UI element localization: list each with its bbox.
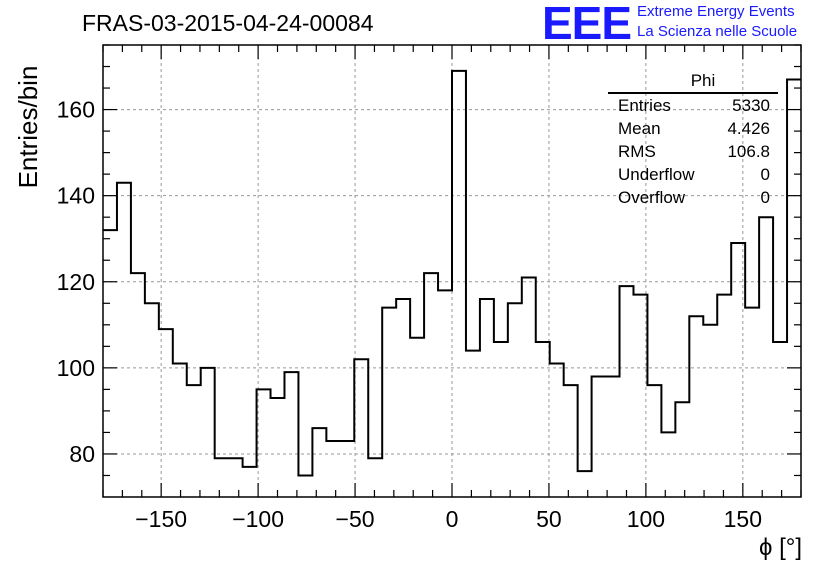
histogram-bin	[550, 364, 564, 497]
histogram-bin	[480, 299, 494, 497]
histogram-bin	[578, 471, 592, 497]
histogram-bin	[424, 273, 438, 497]
histogram-bin	[675, 402, 689, 497]
stats-label: Overflow	[618, 188, 686, 207]
stats-value: 4.426	[727, 119, 770, 138]
histogram-bin	[229, 458, 243, 497]
histogram-bin	[159, 329, 173, 497]
stats-value: 106.8	[727, 142, 770, 161]
stats-box-title: Phi	[608, 72, 778, 94]
histogram-bin	[131, 273, 145, 497]
histogram-bin	[284, 372, 298, 497]
x-tick-label: 150	[724, 506, 762, 532]
x-tick-label: 50	[536, 506, 562, 532]
stats-row-rms: RMS 106.8	[608, 140, 778, 163]
logo-caption-line2: La Scienza nelle Scuole	[637, 23, 798, 40]
y-axis-label: Entries/bin	[13, 65, 43, 189]
histogram-bin	[522, 277, 536, 497]
x-tick-label: 0	[446, 506, 459, 532]
x-axis-label: ϕ [°]	[758, 534, 802, 561]
histogram-bin	[773, 342, 787, 497]
histogram-bin	[340, 441, 354, 497]
eee-logo: EEE	[542, 0, 632, 49]
stats-box: Phi Entries 5330 Mean 4.426 RMS 106.8 Un…	[608, 72, 778, 209]
histogram-bin	[354, 359, 368, 497]
logo-caption-line1: Extreme Energy Events	[637, 3, 795, 20]
histogram-bin	[396, 299, 410, 497]
histogram-bin	[103, 230, 117, 497]
histogram-bin	[620, 286, 634, 497]
histogram-bin	[452, 71, 466, 497]
histogram-bin	[215, 458, 229, 497]
histogram-bin	[564, 385, 578, 497]
stats-value: 0	[760, 188, 770, 207]
histogram-bin	[508, 303, 522, 497]
histogram-series-line	[103, 69, 801, 477]
y-tick-label: 100	[57, 355, 95, 381]
histogram-bin	[717, 295, 731, 497]
histogram-bin	[382, 308, 396, 497]
stats-row-underflow: Underflow 0	[608, 163, 778, 186]
logo-caption: Extreme Energy Events La Scienza nelle S…	[637, 2, 797, 42]
histogram-bin	[298, 475, 312, 497]
stats-value: 0	[760, 165, 770, 184]
histogram-bin	[703, 325, 717, 497]
histogram-bin	[145, 303, 159, 497]
histogram-bin	[606, 376, 620, 497]
histogram-bin	[201, 368, 215, 497]
histogram-bin	[117, 183, 131, 497]
histogram-bin	[271, 398, 285, 497]
histogram-bin	[731, 243, 745, 497]
histogram-bin	[661, 432, 675, 497]
stats-label: RMS	[618, 142, 656, 161]
chart-title: FRAS-03-2015-04-24-00084	[82, 10, 374, 36]
histogram-bin	[466, 351, 480, 497]
y-tick-label: 120	[57, 269, 95, 295]
histogram-bin	[689, 316, 703, 497]
histogram-bin	[745, 308, 759, 497]
histogram-bin	[494, 342, 508, 497]
histogram-bin	[368, 458, 382, 497]
x-tick-label: −50	[336, 506, 375, 532]
histogram-bin	[592, 376, 606, 497]
stats-row-mean: Mean 4.426	[608, 117, 778, 140]
stats-label: Mean	[618, 119, 661, 138]
stats-label: Entries	[618, 96, 671, 115]
x-tick-label: 100	[627, 506, 665, 532]
stats-row-overflow: Overflow 0	[608, 186, 778, 209]
x-tick-label: −150	[135, 506, 187, 532]
histogram-bin	[647, 385, 661, 497]
histogram-bin	[410, 338, 424, 497]
histogram-bin	[326, 441, 340, 497]
stats-label: Underflow	[618, 165, 695, 184]
x-tick-label: −100	[232, 506, 284, 532]
histogram-bin	[312, 428, 326, 497]
histogram-bin	[759, 217, 773, 497]
histogram-bin	[633, 295, 647, 497]
y-tick-label: 160	[57, 97, 95, 123]
histogram-bin	[187, 385, 201, 497]
histogram-bin	[787, 79, 801, 497]
stats-row-entries: Entries 5330	[608, 94, 778, 117]
histogram-bin	[257, 389, 271, 497]
y-tick-label: 80	[69, 441, 95, 467]
y-tick-label: 140	[57, 183, 95, 209]
histogram-bin	[173, 364, 187, 497]
stats-value: 5330	[732, 96, 770, 115]
histogram-bin	[243, 467, 257, 497]
histogram-bin	[536, 342, 550, 497]
histogram-bin	[438, 290, 452, 497]
